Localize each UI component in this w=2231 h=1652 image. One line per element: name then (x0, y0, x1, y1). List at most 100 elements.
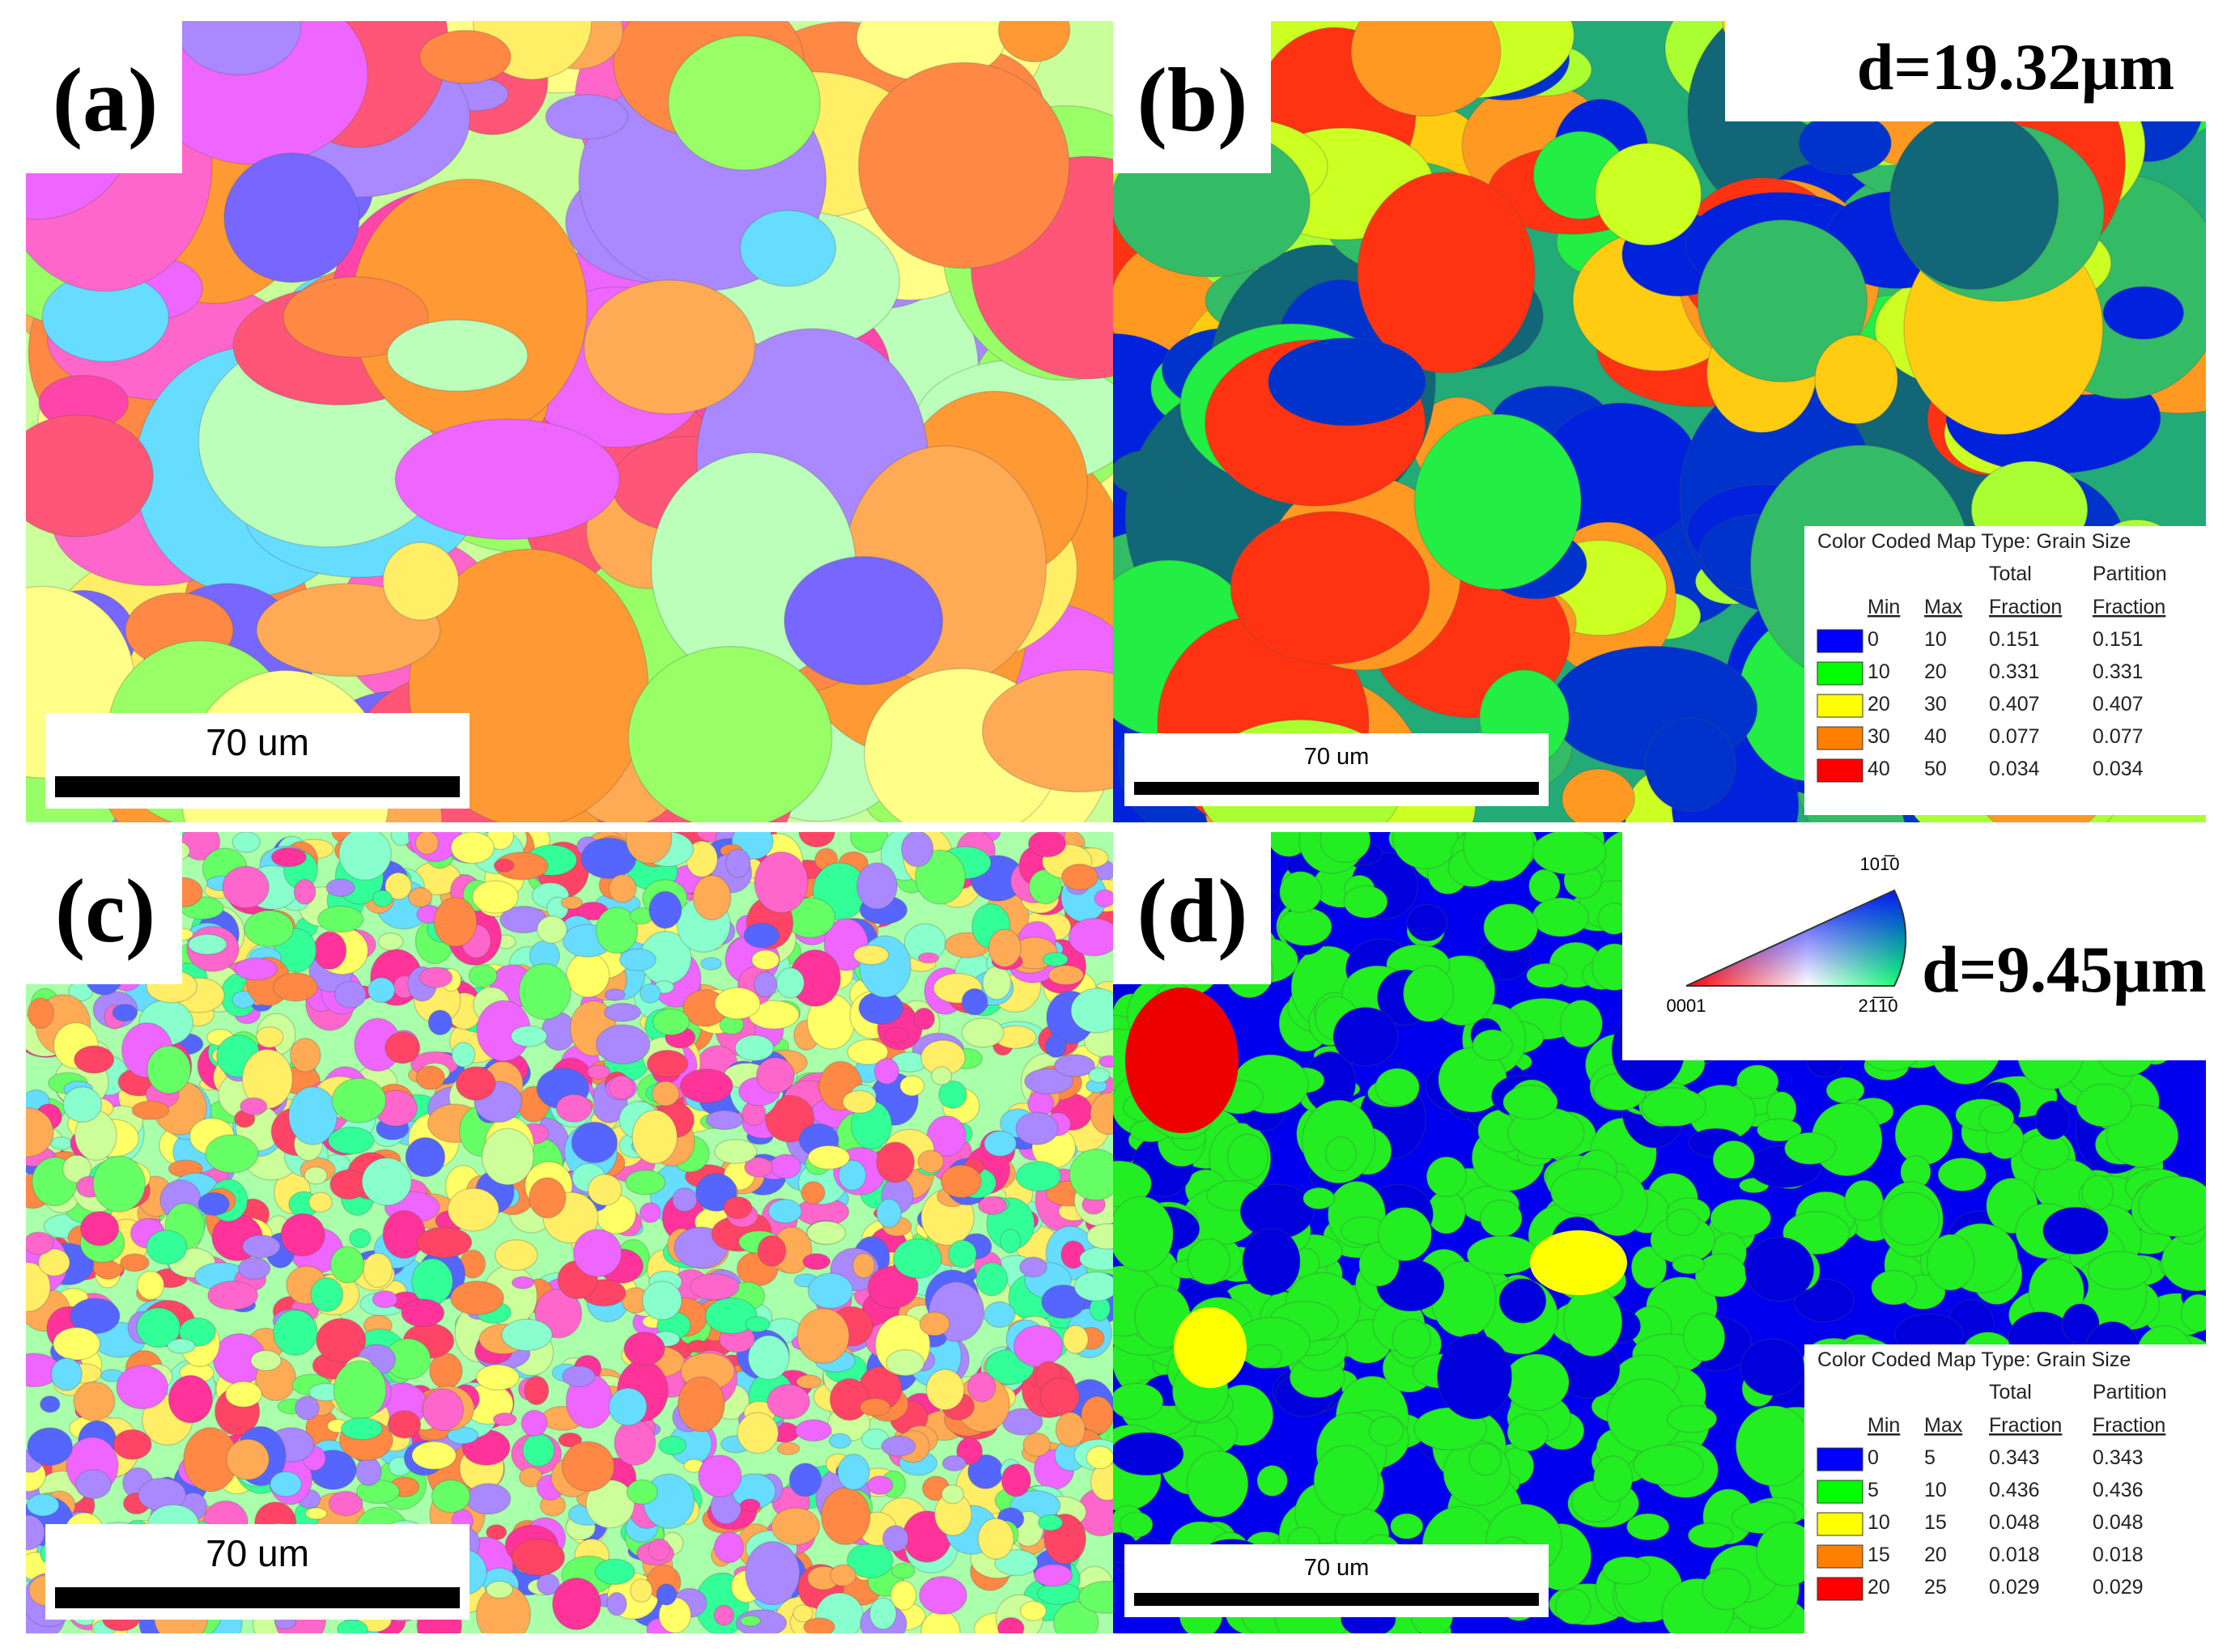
legend-cell: 0.034 (2093, 758, 2144, 780)
grain (587, 1174, 623, 1207)
grain (1666, 1208, 1700, 1237)
grain (26, 1514, 45, 1551)
grain (764, 1094, 815, 1143)
grain (450, 832, 495, 864)
grain (361, 1157, 412, 1206)
grain (1375, 1068, 1420, 1106)
grain (1186, 1450, 1249, 1518)
grain (524, 1375, 550, 1406)
legend-cell: 0.077 (1989, 725, 2040, 748)
grain (803, 1617, 835, 1633)
grain (938, 1080, 967, 1109)
grain (739, 1498, 761, 1513)
grain (757, 1234, 787, 1268)
grain (53, 1327, 101, 1361)
grain (1245, 1344, 1283, 1370)
legend-cell: 0.331 (1989, 660, 2040, 683)
grain (961, 987, 988, 1016)
grain (329, 1246, 365, 1284)
grain (852, 945, 890, 966)
grain (1889, 111, 2059, 291)
grain (698, 1455, 742, 1498)
legend-cell: 10 (1868, 1511, 1890, 1534)
label-box (26, 832, 182, 984)
legend-swatch (1817, 1480, 1863, 1504)
grain (1042, 952, 1069, 967)
grain (555, 1094, 593, 1123)
grain (1062, 1324, 1089, 1354)
ipf-label: 0001 (1667, 996, 1706, 1016)
grain (317, 905, 364, 933)
grain (2042, 1206, 2109, 1255)
grain (917, 1149, 945, 1174)
grain (1702, 1567, 1751, 1611)
grain (27, 1427, 74, 1467)
grain (882, 1525, 909, 1552)
legend-cell: 0.018 (1989, 1544, 2040, 1566)
legend-header: Min (1868, 1414, 1900, 1437)
grain (112, 1003, 138, 1022)
grain (1697, 219, 1868, 383)
grain (930, 1066, 953, 1085)
grain (1735, 1405, 1812, 1487)
legend-header: Min (1868, 596, 1900, 618)
grain (2102, 286, 2185, 340)
grain (331, 1077, 387, 1123)
grain (293, 878, 317, 905)
grain (1174, 1307, 1247, 1388)
grain (595, 1024, 651, 1065)
grain (1783, 1132, 1837, 1166)
grain (1044, 1034, 1067, 1059)
grain (386, 319, 529, 393)
grain (455, 1066, 496, 1101)
grain (941, 1484, 965, 1505)
scale-bar (1134, 782, 1539, 795)
grain (244, 910, 295, 948)
grain (510, 1025, 548, 1047)
grain (1015, 1161, 1062, 1192)
grain (415, 1065, 446, 1090)
grain (394, 418, 620, 541)
grain (1483, 902, 1539, 952)
grain (2020, 1133, 2070, 1170)
grain (857, 62, 1070, 270)
grain (340, 1416, 384, 1441)
grain (26, 1493, 60, 1517)
grain (273, 1309, 318, 1357)
label-box (26, 21, 182, 173)
grain (837, 1453, 870, 1491)
grain (984, 1130, 1018, 1157)
panel-label: (c) (55, 861, 155, 962)
grain (241, 1234, 281, 1259)
grain (847, 1038, 889, 1065)
grain (1472, 1029, 1514, 1061)
grain (178, 1317, 216, 1347)
grain (852, 1252, 876, 1279)
grain (1641, 1086, 1706, 1128)
grain (646, 1049, 689, 1078)
grain (1436, 1333, 1513, 1420)
grain (745, 1315, 771, 1333)
grain (704, 1297, 758, 1335)
grain (372, 890, 393, 907)
grain (1880, 1191, 1940, 1246)
grain (1377, 1207, 1433, 1262)
grain (692, 874, 732, 921)
legend-swatch (1817, 726, 1863, 750)
grain (1024, 1068, 1074, 1095)
grain (586, 1064, 611, 1081)
grain (328, 1490, 363, 1517)
grain (120, 1253, 150, 1272)
grain (1532, 897, 1590, 937)
grain (518, 1467, 543, 1488)
grain (807, 1272, 854, 1310)
grain (1736, 1064, 1779, 1100)
grain (385, 872, 413, 900)
grain (608, 1387, 648, 1426)
grain (917, 952, 940, 964)
panel: (b) 70 um d=19.32µm Color Coded Map Type: G… (1113, 21, 2206, 822)
grain (700, 957, 723, 971)
grain (492, 1412, 517, 1427)
scale-bar-label: 70 um (1304, 744, 1370, 770)
